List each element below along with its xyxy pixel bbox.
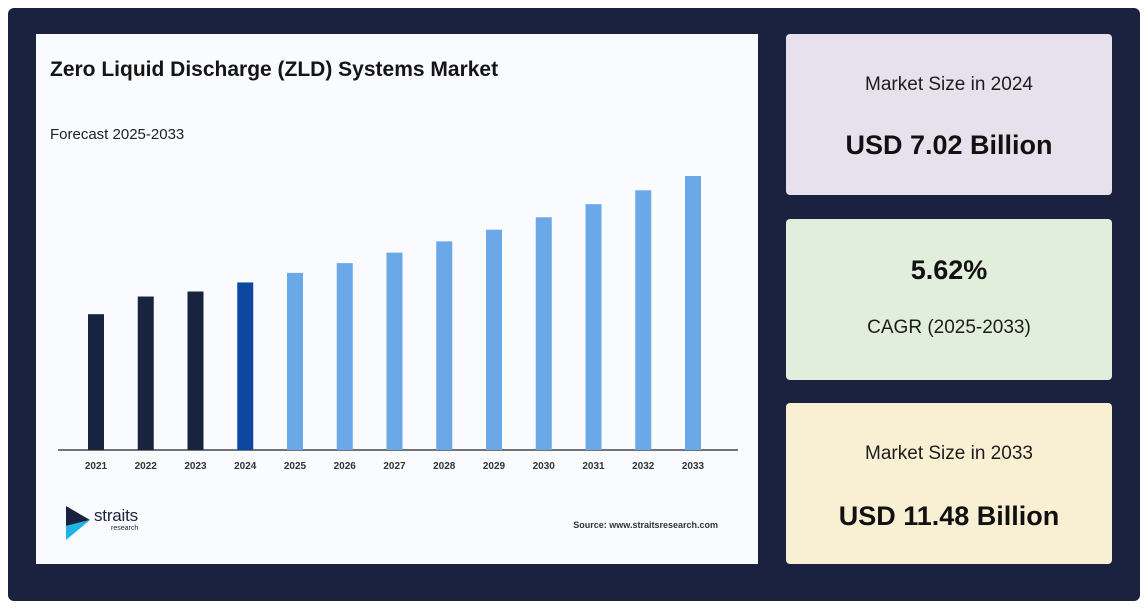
- bar-2031: [585, 204, 602, 450]
- logo-wordmark: straits: [94, 506, 138, 525]
- source-note: Source: www.straitsresearch.com: [573, 520, 718, 530]
- bar-2022: [137, 296, 154, 450]
- bar-2027: [386, 252, 403, 450]
- market-size-2033-value: USD 11.48 Billion: [838, 501, 1060, 531]
- bar-2023: [187, 291, 204, 450]
- market-size-2024-card: Market Size in 2024 USD 7.02 Billion: [786, 34, 1112, 195]
- x-tick-label-2031: 2031: [582, 461, 605, 472]
- logo-subword: research: [111, 525, 139, 532]
- bar-2028: [436, 241, 453, 450]
- x-tick-label-2030: 2030: [533, 461, 556, 472]
- bar-2025: [287, 272, 303, 450]
- bar-2032: [635, 190, 652, 450]
- straits-research-logo: straits research: [64, 504, 184, 544]
- cagr-card: 5.62% CAGR (2025-2033): [786, 219, 1112, 380]
- bar-2026: [336, 263, 353, 450]
- bar-2029: [486, 229, 502, 450]
- x-tick-label-2023: 2023: [184, 461, 207, 472]
- x-tick-label-2028: 2028: [433, 461, 456, 472]
- market-size-2024-value: USD 7.02 Billion: [845, 130, 1053, 160]
- x-tick-label-2025: 2025: [284, 461, 307, 472]
- market-size-2033-label: Market Size in 2033: [865, 443, 1033, 464]
- chart-title: Zero Liquid Discharge (ZLD) Systems Mark…: [50, 58, 499, 81]
- market-size-2024-label: Market Size in 2024: [865, 74, 1033, 95]
- x-tick-label-2027: 2027: [383, 461, 406, 472]
- straits-logo-icon: [66, 506, 90, 540]
- bar-2030: [535, 217, 552, 450]
- x-tick-label-2032: 2032: [632, 461, 655, 472]
- bar-2024: [237, 282, 254, 450]
- cagr-label: CAGR (2025-2033): [867, 317, 1031, 338]
- x-tick-label-2021: 2021: [85, 461, 108, 472]
- chart-subtitle: Forecast 2025-2033: [50, 126, 185, 143]
- x-tick-label-2033: 2033: [682, 461, 705, 472]
- chart-panel: Zero Liquid Discharge (ZLD) Systems Mark…: [36, 34, 758, 564]
- x-tick-label-2022: 2022: [135, 461, 158, 472]
- x-tick-label-2026: 2026: [334, 461, 357, 472]
- bar-2033: [685, 176, 701, 450]
- cagr-value: 5.62%: [910, 255, 988, 285]
- bar-2021: [88, 314, 104, 450]
- market-size-2033-card: Market Size in 2033 USD 11.48 Billion: [786, 403, 1112, 564]
- x-tick-label-2029: 2029: [483, 461, 506, 472]
- bar-chart: 2021 2022 2023 2024 2025 2026 2027 2028 2029 2030…: [58, 176, 738, 472]
- x-tick-label-2024: 2024: [234, 461, 257, 472]
